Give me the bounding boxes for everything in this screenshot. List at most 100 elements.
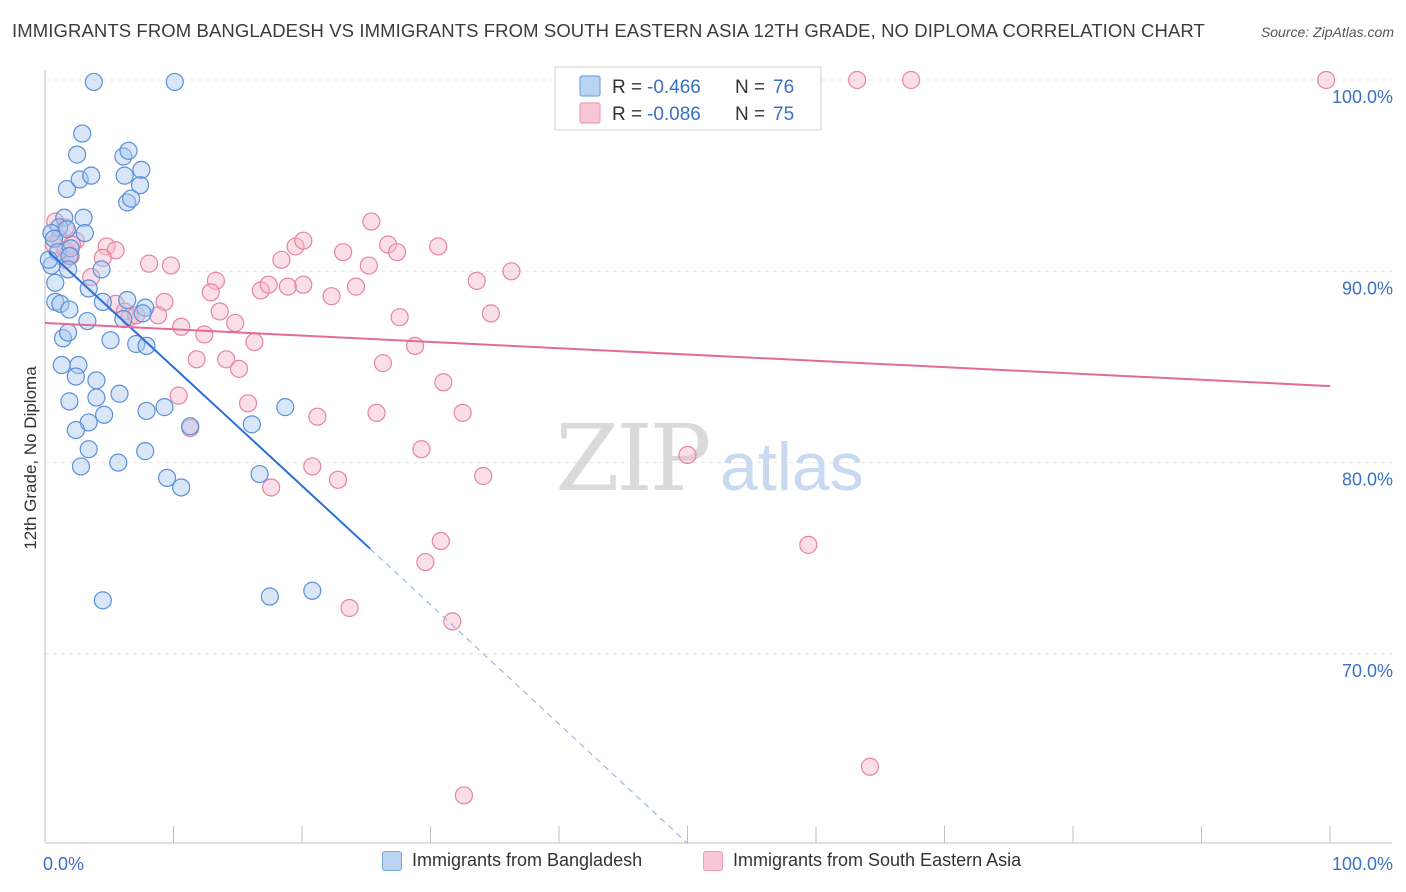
pink-point-43 [210,302,229,321]
blue-point-60 [136,442,155,461]
blue-point-33 [118,290,137,310]
blue-point-44 [52,355,71,375]
pink-point-14 [294,231,313,250]
blue-trend-line [48,251,371,550]
pink-point-17 [387,243,407,262]
pink-point-11 [97,237,116,256]
stats-legend-blue-swatch [579,75,601,97]
pink-point-31 [294,275,313,294]
blue-point-7 [57,179,76,199]
blue-point-24 [60,246,79,266]
blue-point-0 [84,72,103,92]
blue-point-62 [71,457,91,476]
pink-point-52 [217,350,236,369]
blue-point-5 [119,141,138,160]
pink-point-60 [453,403,472,422]
legend-item-bangladesh: Immigrants from Bangladesh [382,850,642,871]
pink-point-47 [172,317,191,336]
stats-legend-pink-n-value: 75 [773,104,794,125]
pink-point-18 [429,237,448,256]
blue-point-15 [74,208,93,227]
pink-point-45 [390,308,409,327]
blue-point-54 [276,398,295,417]
blue-point-17 [57,220,76,239]
pink-point-36 [322,287,341,306]
blue-point-3 [68,145,87,164]
watermark: ZIP atlas [555,405,863,512]
legend-label-southeast-asia: Immigrants from South Eastern Asia [733,850,1022,870]
pink-point-2 [1317,70,1336,90]
pink-point-65 [328,470,348,489]
blue-point-14 [55,208,74,227]
stats-legend-blue-r-label: R = [612,77,642,98]
blue-point-56 [66,420,85,440]
pink-point-62 [412,440,431,459]
pink-point-63 [678,445,697,465]
legend-swatch-pink [703,850,723,871]
pink-point-55 [434,373,453,392]
pink-point-38 [115,302,134,321]
pink-point-5 [362,212,381,231]
legend-item-southeast-asia: Immigrants from South Eastern Asia [703,850,1021,871]
x-tick-label-100: 100.0% [1332,854,1393,874]
blue-point-36 [114,310,133,329]
blue-point-40 [59,323,78,342]
blue-point-47 [87,371,106,390]
pink-point-1 [901,70,921,90]
blue-series-points [39,72,322,610]
blue-point-37 [133,304,152,323]
blue-point-11 [130,176,150,195]
blue-point-65 [172,478,191,497]
pink-point-58 [308,407,327,426]
blue-point-4 [114,147,133,166]
blue-point-6 [132,160,151,180]
pink-point-21 [93,248,112,268]
pink-point-73 [860,757,880,776]
pink-point-68 [431,531,450,551]
pink-point-59 [367,403,386,422]
stats-legend-pink-swatch [579,102,601,124]
stats-legend-pink-r-label: R = [612,104,642,125]
legend-swatch-blue [382,850,402,871]
blue-point-53 [155,398,174,417]
stats-legend: R = -0.466 N = 76 R = -0.086 N = 75 [554,66,822,131]
blue-point-67 [260,587,279,606]
blue-point-64 [250,464,269,484]
pink-point-0 [848,70,867,90]
stats-legend-pink-r-value: -0.086 [647,104,701,125]
pink-point-46 [481,304,500,323]
pink-point-69 [799,535,818,554]
blue-point-39 [53,329,73,348]
y-axis-label: 12th Grade, No Diploma [21,366,40,550]
blue-point-9 [82,166,101,185]
blue-point-63 [157,468,177,488]
blue-point-18 [75,223,94,243]
pink-point-30 [278,277,297,296]
stats-legend-blue-n-value: 76 [773,77,794,98]
y-tick-label-90: 90.0% [1342,278,1393,298]
pink-point-15 [334,243,353,262]
pink-point-27 [206,271,226,290]
watermark-atlas: atlas [720,429,864,505]
pink-point-74 [454,786,474,805]
pink-point-67 [262,478,281,497]
pink-point-71 [340,598,359,618]
series-legend: Immigrants from Bangladesh Immigrants fr… [0,850,1406,880]
blue-point-22 [61,239,80,258]
blue-point-20 [44,229,64,248]
pink-point-66 [474,466,493,486]
y-tick-label-80: 80.0% [1342,470,1393,490]
blue-point-66 [93,591,112,610]
trend-lines [44,251,1331,844]
watermark-zip: ZIP [555,405,708,512]
blue-point-31 [51,294,70,313]
blue-point-55 [95,405,114,424]
source-credit: Source: ZipAtlas.com [1260,24,1394,40]
pink-point-24 [272,250,291,269]
stats-legend-pink-n-label: N = [735,104,765,125]
blue-trend-extension [369,548,688,844]
pink-point-32 [346,277,366,296]
pink-point-72 [443,612,462,631]
blue-point-35 [60,300,79,319]
